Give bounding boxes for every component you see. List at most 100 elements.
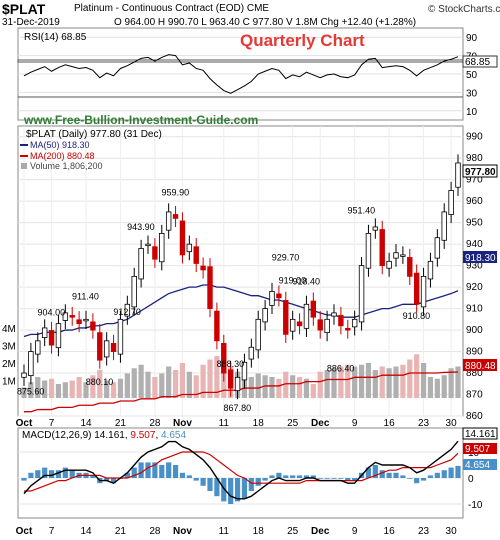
volume-bar: [76, 377, 82, 398]
price-tick-label: 920: [466, 282, 483, 293]
volume-bar: [90, 375, 96, 398]
macd-histogram-bar: [152, 462, 158, 478]
macd-histogram-bar: [420, 478, 427, 481]
macd-histogram-bar: [379, 470, 385, 478]
candle-up: [21, 372, 27, 378]
candle-up: [62, 312, 69, 321]
macd-histogram-bar: [207, 478, 213, 491]
volume-tick-label: 4M: [2, 324, 16, 335]
macd-histogram-bar: [441, 470, 447, 478]
price-legend-ma200: MA(200) 880.48: [30, 151, 95, 161]
macd-histogram-bar: [166, 462, 172, 478]
candle-up: [131, 275, 137, 308]
volume-bar: [441, 375, 447, 398]
price-annotation: 943.90: [127, 222, 155, 232]
volume-bar: [145, 371, 151, 398]
volume-tick-label: 2M: [2, 359, 16, 370]
x-axis-label: 23: [418, 418, 430, 429]
volume-bar: [48, 378, 55, 398]
price-annotation: 918.40: [292, 277, 320, 287]
x-axis-label: Nov: [173, 526, 192, 537]
x-axis-label: 11: [219, 526, 230, 537]
price-tick-label: 970: [466, 175, 483, 186]
website-watermark: www.Free-Bullion-Investment-Guide.com: [23, 113, 258, 127]
macd-histogram-bar: [179, 472, 186, 478]
candle-up: [455, 162, 461, 188]
x-axis-label: 7: [49, 418, 55, 429]
x-axis-label: 21: [115, 526, 127, 537]
macd-histogram-bar: [69, 470, 75, 478]
candle-up: [186, 243, 193, 253]
macd-histogram-bar: [90, 475, 96, 478]
price-annotation: 951.40: [348, 206, 376, 216]
volume-bar: [317, 371, 323, 398]
macd-histogram-bar: [55, 470, 62, 478]
rsi-value-tag: 68.85: [465, 57, 490, 68]
macd-histogram-bar: [145, 462, 151, 478]
candle-down: [317, 319, 323, 331]
ohlc-readout: O 964.00 H 990.70 L 963.40 C 977.80 V 1.…: [114, 17, 417, 28]
candle-up: [420, 275, 427, 308]
volume-bar: [83, 382, 89, 398]
candle-up: [35, 340, 41, 355]
volume-bar: [131, 368, 137, 398]
macd-signal-line: [24, 451, 459, 492]
price-annotation: 875.60: [17, 386, 45, 396]
candle-down: [276, 293, 282, 299]
candle-up: [159, 233, 165, 263]
price-tick-label: 880: [466, 368, 483, 379]
candle-down: [207, 266, 213, 309]
price-tick-label: 900: [466, 325, 483, 336]
price-annotation: 904.00: [38, 307, 66, 317]
volume-bar: [124, 373, 130, 398]
volume-tick-label: 1M: [2, 377, 16, 388]
symbol-title: $PLAT: [2, 1, 46, 17]
candle-down: [193, 246, 199, 264]
candle-down: [379, 229, 385, 267]
macd-line: [23, 440, 459, 500]
volume-bar: [400, 364, 406, 398]
macd-histogram-bar: [365, 467, 372, 478]
x-axis-label: Oct: [16, 418, 33, 429]
macd-histogram-bar: [221, 478, 227, 502]
price-tick-label: 950: [466, 218, 483, 229]
price-tick-label: 890: [466, 347, 483, 358]
x-axis-label: 9: [352, 526, 358, 537]
candle-up: [448, 190, 454, 215]
x-axis-label: 11: [219, 418, 230, 429]
candle-up: [145, 243, 151, 247]
volume-bar: [345, 364, 351, 398]
candle-down: [97, 332, 103, 361]
volume-bar: [420, 363, 427, 398]
macd-histogram-bar: [400, 475, 406, 478]
candle-up: [400, 254, 406, 257]
price-legend-main: $PLAT (Daily) 977.80 (31 Dec): [26, 129, 162, 140]
price-annotation: 929.70: [272, 252, 300, 262]
volume-bar: [290, 375, 296, 398]
volume-bar: [110, 382, 117, 398]
candle-down: [338, 315, 344, 327]
volume-bar: [276, 378, 282, 398]
candle-up: [386, 260, 392, 269]
macd-histogram-bar: [234, 478, 241, 502]
macd-histogram-bar: [21, 478, 27, 481]
hist-value-tag: 4.654: [465, 460, 490, 471]
macd-histogram-bar: [303, 475, 310, 478]
macd-histogram-bar: [262, 478, 268, 481]
candle-down: [152, 246, 158, 260]
candle-down: [407, 257, 413, 277]
x-axis-label: 14: [80, 526, 92, 537]
price-annotation: 919.00: [279, 275, 307, 285]
macd-histogram-bar: [124, 472, 130, 478]
volume-bar: [104, 380, 110, 398]
macd-histogram-bar: [338, 478, 344, 479]
x-axis-label: Dec: [311, 526, 330, 537]
rsi-tick-label: 30: [466, 88, 478, 99]
macd-histogram-bar: [172, 465, 179, 478]
volume-bar: [386, 368, 392, 398]
candle-down: [200, 265, 206, 271]
candle-down: [221, 342, 227, 374]
candle-up: [372, 226, 379, 231]
macd-tick-label: -10: [468, 500, 483, 511]
rsi-tick-label: 50: [466, 70, 478, 81]
